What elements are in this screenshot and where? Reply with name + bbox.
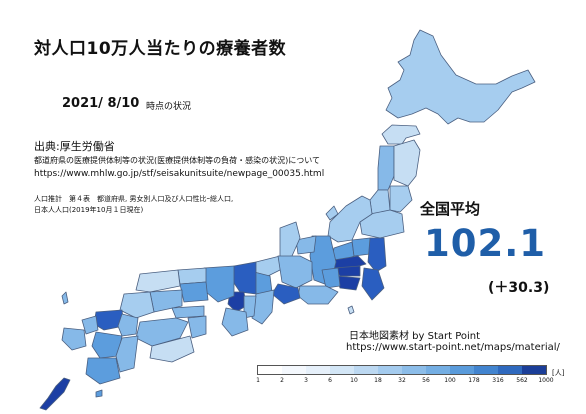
prefecture-shizuoka [297,285,339,305]
legend-ticks: 1 2 3 6 10 18 32 56 100 178 316 562 1000 [256,375,554,387]
prefecture-kumamoto [91,331,123,359]
national-average-value: 102.1 [424,222,547,265]
prefecture-ibaraki [367,237,387,273]
prefecture-chiba [361,267,385,301]
legend-swatch [258,366,282,374]
prefecture-kyoto [231,261,257,295]
prefecture-kochi [149,335,195,363]
legend-tick-label: 3 [304,377,308,384]
legend-tick-label: 18 [374,377,382,384]
legend-tick-label: 1 [256,377,260,384]
prefecture-hyogo [203,265,235,303]
sado-island [325,205,339,221]
legend-tick-label: 32 [398,377,406,384]
legend-swatch [282,366,306,374]
population-note-line2: 日本人人口(2019年10月１日現在) [34,206,144,214]
izu-islands [347,305,355,315]
prefecture-wakayama [221,307,249,337]
prefecture-saga [81,315,99,335]
legend-swatch [450,366,474,374]
prefecture-okayama [179,281,209,303]
legend-swatch [330,366,354,374]
yakushima [95,389,103,398]
source-description: 都道府県の医療提供体制等の状況(医療提供体制等の負荷・感染の状況)について [34,156,320,165]
color-legend: 1 2 3 6 10 18 32 56 100 178 316 562 1000 [256,365,554,387]
legend-tick-label: 100 [444,377,456,384]
prefecture-iwate [393,139,421,187]
prefecture-okinawa [39,377,71,411]
prefecture-ishikawa [279,221,301,259]
legend-tick-label: 10 [350,377,358,384]
prefecture-kagoshima [85,357,121,385]
legend-tick-label: 178 [468,377,480,384]
legend-swatch [426,366,450,374]
legend-swatch [402,366,426,374]
legend-tick-label: 6 [328,377,332,384]
prefecture-miyagi [389,185,413,213]
legend-swatch [498,366,522,374]
prefecture-akita [377,145,395,191]
legend-unit: [人] [552,369,565,377]
map-title: 対人口10万人当たりの療養者数 [34,39,287,59]
national-average-label: 全国平均 [420,200,481,218]
report-date: 2021/ 8/10 [62,96,140,111]
prefecture-tokushima [187,315,207,339]
legend-tick-label: 56 [422,377,430,384]
tsushima [61,291,69,305]
legend-swatch [306,366,330,374]
national-average-diff: (＋30.3) [488,280,550,296]
legend-tick-label: 316 [492,377,504,384]
legend-swatch [522,366,546,374]
source-url: https://www.mhlw.go.jp/stf/seisakunitsui… [34,169,325,179]
prefecture-fukushima [359,209,405,239]
legend-swatch [474,366,498,374]
legend-color-bar [257,365,547,375]
legend-tick-label: 1000 [538,377,554,384]
population-note-line1: 人口推計 第４表 都道府県, 男女別人口及び人口性比ｰ総人口, [34,195,234,203]
prefecture-niigata [327,195,373,243]
prefecture-gifu [277,255,313,289]
prefecture-oita [117,313,139,337]
legend-tick-label: 562 [516,377,528,384]
prefecture-toyama [295,235,317,255]
prefecture-tochigi [351,237,371,257]
prefecture-hokkaido [385,29,536,125]
prefecture-nara [243,295,257,319]
report-date-suffix: 時点の状況 [146,102,192,112]
prefecture-aomori [381,124,421,145]
prefecture-tottori [177,267,207,285]
prefecture-shimane [135,269,181,293]
map-credit-url: https://www.start-point.net/maps/materia… [346,342,560,353]
prefecture-miyazaki [115,335,139,373]
legend-swatch [354,366,378,374]
prefecture-yamanashi [321,267,341,289]
prefecture-kagawa [171,305,205,319]
legend-tick-label: 2 [280,377,284,384]
prefecture-osaka [227,291,247,313]
prefecture-nagasaki [61,327,87,351]
source-label: 出典:厚生労働省 [34,140,115,153]
prefecture-yamaguchi [119,291,155,319]
legend-swatch [378,366,402,374]
map-credit: 日本地図素材 by Start Point [349,331,481,342]
